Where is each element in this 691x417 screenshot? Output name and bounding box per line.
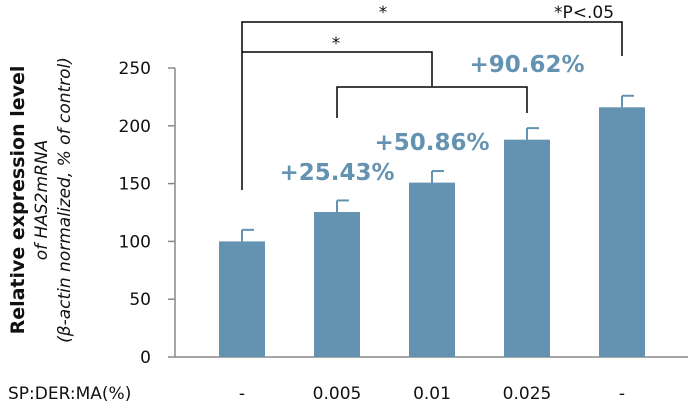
percent-increase-label: +25.43%: [279, 160, 394, 186]
significance-note: *P<.05: [554, 3, 614, 23]
y-tick-label: 150: [119, 175, 151, 195]
significance-star-inner: *: [332, 34, 341, 54]
bracket-inner-top: [242, 51, 433, 86]
percent-increase-label: +50.86%: [374, 130, 489, 156]
x-tick-label: -: [619, 384, 625, 404]
x-tick-label: 0.025: [503, 384, 552, 404]
y-axis-label-note: (β-actin normalized, % of control): [55, 57, 75, 343]
y-axis-title: Relative expression level of HAS2mRNA (β…: [7, 57, 75, 343]
percent-increase-label: +90.62%: [469, 52, 584, 78]
y-tick-label: 200: [119, 117, 151, 137]
bar: [409, 182, 455, 357]
error-bars: [241, 94, 634, 242]
bracket-inner-bottom: [336, 86, 528, 118]
x-tick-labels: - 0.005 0.01 0.025 -: [239, 384, 625, 404]
x-tick-label: -: [239, 384, 245, 404]
bar: [504, 139, 550, 357]
x-tick-label: 0.01: [413, 384, 451, 404]
y-axis-label-main: Relative expression level: [7, 66, 29, 335]
y-ticks: 0 50 100 150 200 250: [119, 59, 175, 368]
significance-brackets: * * *P<.05: [241, 3, 623, 190]
y-tick-label: 50: [129, 290, 151, 310]
percent-annotations: +25.43% +50.86% +90.62%: [279, 52, 584, 186]
bar: [314, 212, 360, 357]
y-tick-label: 0: [140, 348, 151, 368]
y-axis-label-sub: of HAS2mRNA: [32, 140, 52, 261]
y-tick-label: 100: [119, 232, 151, 252]
bar: [219, 241, 265, 357]
bars: [219, 107, 645, 357]
bar: [599, 107, 645, 357]
bracket-outer: [241, 21, 623, 190]
significance-star-outer: *: [379, 3, 388, 23]
y-tick-label: 250: [119, 59, 151, 79]
x-axis-label: SP:DER:MA(%): [8, 384, 131, 404]
x-tick-label: 0.005: [313, 384, 362, 404]
